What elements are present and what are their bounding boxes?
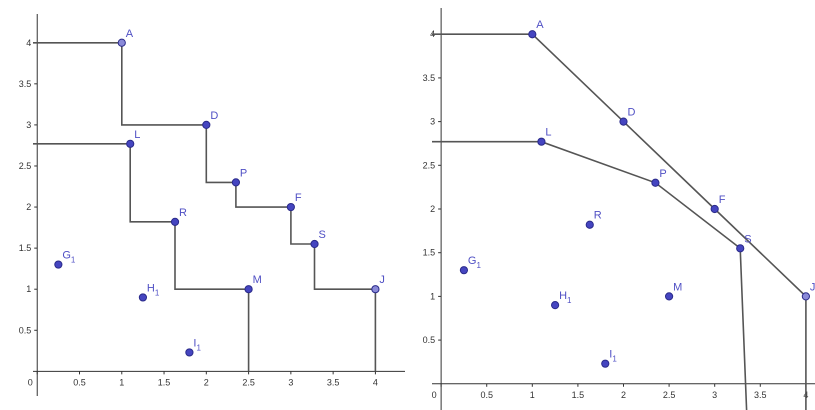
y-tick-label: 4 (26, 38, 31, 48)
point-label: R (179, 207, 187, 219)
x-tick-label: 3.5 (754, 390, 767, 400)
point-label: A (536, 19, 544, 31)
x-tick-label: 1.5 (572, 390, 585, 400)
data-point (202, 120, 211, 130)
point-label: D (210, 110, 218, 122)
data-point (170, 217, 180, 226)
point-label: J (810, 281, 815, 293)
y-tick-label: 0.5 (423, 335, 436, 345)
x-tick-label: 4 (373, 377, 378, 387)
staircase-chart: 0 0.5 1 1.5 2 2.5 3 3.5 4 0.5 1 1.5 2 2.5 3 3.5 4 A D P F S J L… (19, 14, 405, 396)
point-label: M (673, 281, 682, 293)
data-point (371, 285, 380, 294)
point-label: A (126, 28, 134, 40)
data-point (537, 137, 546, 146)
data-point (117, 38, 126, 47)
data-point (528, 30, 537, 39)
point-label: S (319, 229, 326, 241)
y-tick-label: 1 (430, 291, 435, 301)
point-label: D (628, 107, 636, 119)
point-label: G1 (468, 255, 482, 270)
y-tick-label: 3 (430, 117, 435, 127)
data-point (801, 292, 810, 301)
point-label: L (134, 129, 140, 141)
x-tick-label: 3.5 (327, 377, 340, 387)
y-tick-label: 3.5 (423, 73, 436, 83)
point-label: J (379, 274, 385, 286)
point-label: G1 (62, 250, 76, 265)
frontier-line (432, 140, 748, 410)
x-tick-label: 2 (204, 377, 209, 387)
x-tick-label: 0 (28, 377, 33, 387)
y-tick-label: 2.5 (19, 161, 32, 171)
y-tick-label: 1.5 (423, 248, 436, 258)
data-point (601, 359, 610, 368)
x-tick-label: 1 (530, 390, 535, 400)
y-tick-label: 0.5 (19, 325, 32, 335)
x-tick-label: 0.5 (480, 390, 493, 400)
point-label: M (253, 274, 262, 286)
data-point (138, 293, 148, 302)
data-point (736, 244, 745, 253)
x-tick-label: 1.5 (158, 377, 171, 387)
convex-chart: 0 0.5 1 1.5 2 2.5 3 3.5 40.511.522.533.54ADFJLPS… (423, 8, 815, 410)
frontier-line (432, 33, 807, 410)
point-label-subscript: 1 (476, 261, 481, 270)
point-label: P (240, 167, 247, 179)
x-tick-label: 1 (119, 377, 124, 387)
data-point (244, 285, 253, 294)
point-label: I1 (609, 349, 617, 364)
y-tick-label: 2 (26, 202, 31, 212)
y-tick-label: 2 (430, 204, 435, 214)
x-tick-label: 3 (712, 390, 717, 400)
point-label-subscript: 1 (155, 288, 160, 297)
point-label-subscript: 1 (567, 296, 572, 305)
data-point (651, 178, 660, 187)
data-point (710, 204, 719, 214)
x-tick-label: 0.5 (73, 377, 86, 387)
data-point (126, 139, 135, 148)
x-tick-label: 2.5 (663, 390, 676, 400)
frontier-line (33, 41, 377, 372)
point-label: S (744, 233, 751, 245)
data-point (664, 292, 674, 301)
y-tick-label: 1.5 (19, 243, 32, 253)
point-label: H1 (559, 290, 572, 305)
point-label: P (659, 168, 666, 180)
data-point (231, 178, 241, 187)
x-tick-label: 3 (288, 377, 293, 387)
y-tick-label: 2.5 (423, 160, 436, 170)
point-label-subscript: 1 (196, 343, 201, 352)
y-tick-label: 1 (26, 284, 31, 294)
point-label-subscript: 1 (71, 256, 76, 265)
point-label: L (545, 127, 551, 139)
data-point (459, 266, 469, 275)
data-point (585, 220, 594, 229)
point-label: R (594, 210, 602, 222)
point-label: H1 (147, 282, 160, 297)
data-point (619, 117, 628, 126)
x-tick-label: 2.5 (242, 377, 255, 387)
y-tick-label: 3 (26, 120, 31, 130)
data-point (551, 301, 560, 310)
point-label-subscript: 1 (612, 355, 617, 364)
point-label: I1 (193, 337, 201, 352)
y-tick-label: 3.5 (19, 79, 32, 89)
point-label: F (295, 192, 302, 204)
data-point (185, 348, 194, 357)
data-point (310, 239, 319, 249)
point-label: F (719, 194, 726, 206)
x-tick-label: 0 (432, 390, 437, 400)
x-tick-label: 2 (621, 390, 626, 400)
data-point (54, 260, 63, 269)
data-point (286, 202, 295, 212)
